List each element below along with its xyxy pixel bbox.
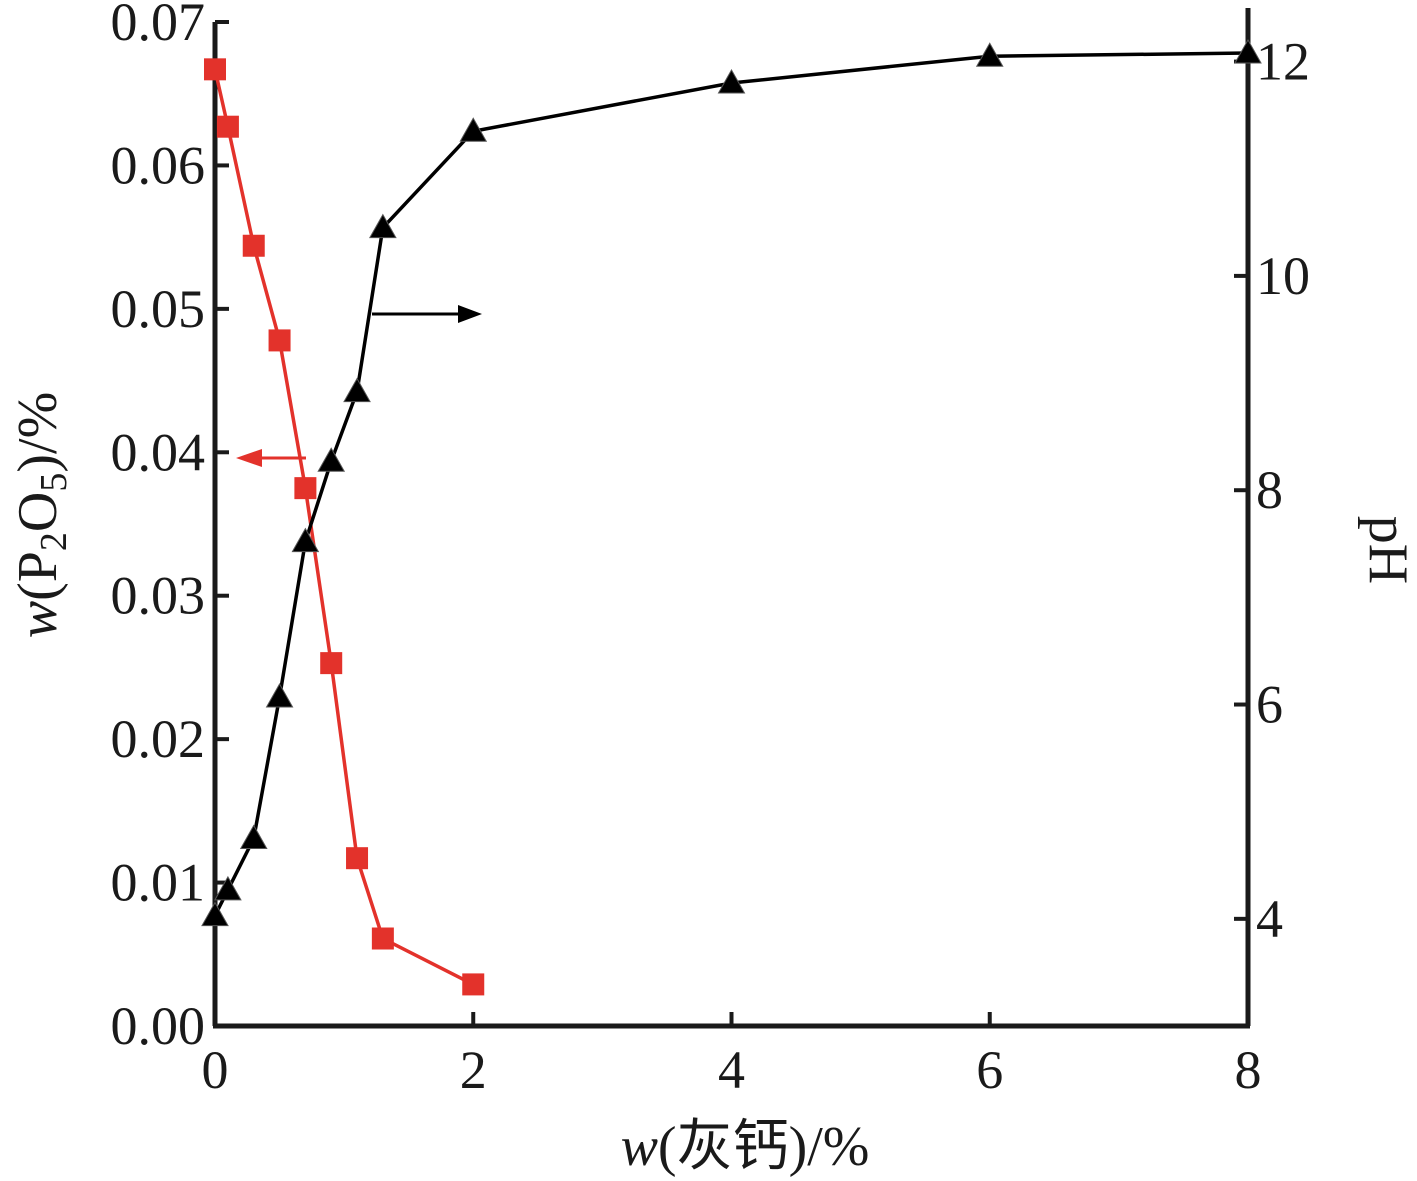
- x-axis-label: w(灰钙)/%: [621, 1116, 870, 1178]
- p2o5-point: [346, 847, 369, 870]
- left-tick-label: 0.07: [111, 0, 206, 52]
- ph-point: [201, 901, 229, 927]
- left-tick-label: 0.00: [111, 996, 206, 1056]
- p2o5-point: [242, 234, 265, 257]
- right-y-axis-label: pH: [1357, 516, 1417, 584]
- ph-point: [717, 68, 746, 94]
- p2o5-point: [204, 58, 226, 81]
- ph-point: [317, 447, 346, 472]
- p2o5-point: [268, 329, 291, 352]
- ph-point: [1234, 38, 1262, 64]
- x-ticks: 0 2 4 6 8: [202, 1012, 1262, 1100]
- p2o5-point: [294, 477, 317, 500]
- ph-point: [459, 117, 488, 142]
- ph-series-line: [213, 51, 1249, 917]
- x-tick-label: 6: [976, 1040, 1003, 1100]
- left-tick-label: 0.06: [111, 135, 206, 195]
- p2o5-point: [371, 927, 394, 950]
- ph-point: [291, 527, 320, 553]
- x-tick-label: 4: [718, 1040, 745, 1100]
- left-tick-label: 0.04: [111, 422, 206, 482]
- p2o5-point: [216, 115, 239, 138]
- ph-point: [239, 824, 268, 849]
- right-tick-label: 12: [1256, 32, 1310, 92]
- left-y-ticks: 0.00 0.01 0.02 0.03 0.04 0.05 0.06 0.07: [111, 0, 229, 1056]
- x-tick-label: 2: [460, 1040, 487, 1100]
- right-tick-label: 10: [1256, 246, 1310, 306]
- series-markers: [201, 38, 1262, 996]
- p2o5-axis-arrow: [236, 449, 306, 467]
- ph-point: [265, 683, 294, 708]
- x-tick-label: 8: [1235, 1040, 1262, 1100]
- ph-point: [975, 42, 1004, 67]
- p2o5-point: [462, 973, 485, 996]
- ph-point: [343, 377, 371, 403]
- left-y-axis-label: w(P2O5)/%: [7, 392, 75, 638]
- ph-point: [214, 875, 242, 901]
- right-tick-label: 8: [1256, 460, 1283, 520]
- x-tick-label: 0: [202, 1040, 229, 1100]
- right-tick-label: 6: [1256, 675, 1283, 735]
- right-tick-label: 4: [1256, 889, 1283, 949]
- ph-axis-arrow: [372, 305, 482, 323]
- left-tick-label: 0.01: [111, 853, 206, 913]
- left-tick-label: 0.05: [111, 279, 206, 339]
- left-tick-label: 0.03: [111, 566, 206, 626]
- p2o5-point: [320, 652, 343, 675]
- ph-point: [369, 213, 397, 239]
- left-tick-label: 0.02: [111, 709, 206, 769]
- right-y-ticks: 4 6 8 10 12: [1234, 32, 1310, 949]
- series-lines: [213, 51, 1249, 986]
